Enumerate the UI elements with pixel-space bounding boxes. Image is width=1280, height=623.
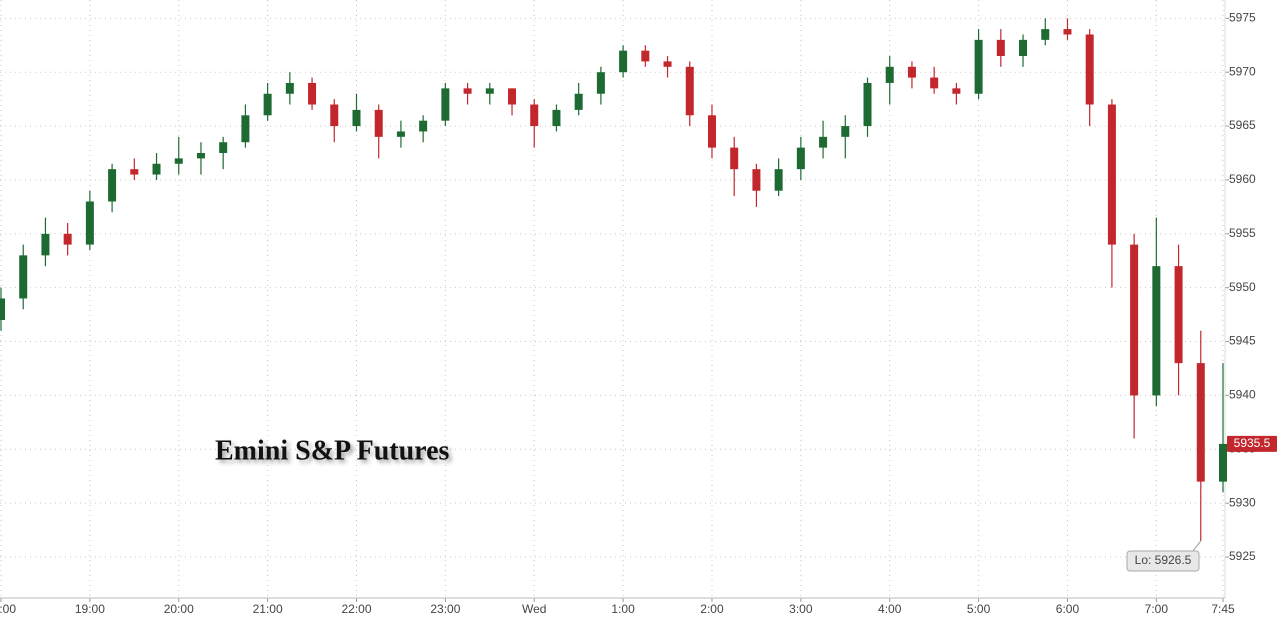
x-tick-label: Wed bbox=[522, 602, 546, 616]
candle-body bbox=[641, 50, 650, 62]
candle-body bbox=[130, 169, 139, 175]
candle-body bbox=[485, 88, 494, 94]
candle-body bbox=[730, 147, 739, 170]
x-tick-label: 7:45 bbox=[1211, 602, 1235, 616]
x-tick-label: 22:00 bbox=[341, 602, 371, 616]
candle-body bbox=[308, 82, 317, 105]
candle-body bbox=[174, 158, 183, 164]
candle-body bbox=[752, 169, 761, 191]
x-tick-label: 23:00 bbox=[430, 602, 460, 616]
y-tick-label: 5930 bbox=[1229, 495, 1256, 509]
x-tick-label: 1:00 bbox=[611, 602, 635, 616]
candle-body bbox=[108, 169, 117, 202]
x-tick-label: 18:00 bbox=[0, 602, 16, 616]
candle-body bbox=[552, 109, 561, 127]
candle-body bbox=[530, 104, 539, 127]
candle-body bbox=[1085, 34, 1094, 105]
candle-body bbox=[219, 142, 228, 154]
candle-body bbox=[85, 201, 94, 245]
y-tick-label: 5965 bbox=[1229, 118, 1256, 132]
x-tick-label: 7:00 bbox=[1145, 602, 1169, 616]
candle-body bbox=[19, 255, 28, 299]
y-tick-label: 5970 bbox=[1229, 64, 1256, 78]
candle-body bbox=[1063, 29, 1072, 35]
x-tick-label: 21:00 bbox=[253, 602, 283, 616]
candle-body bbox=[463, 88, 472, 94]
candle-body bbox=[996, 39, 1005, 57]
candle-body bbox=[152, 163, 161, 175]
candle-body bbox=[1107, 104, 1116, 245]
candle-body bbox=[1019, 39, 1028, 57]
candle-body bbox=[907, 66, 916, 78]
candle-body bbox=[796, 147, 805, 170]
candle-body bbox=[330, 104, 339, 127]
last-price-label: 5935.5 bbox=[1234, 436, 1271, 450]
y-tick-label: 5960 bbox=[1229, 172, 1256, 186]
candle-body bbox=[1130, 244, 1139, 396]
candle-body bbox=[952, 88, 961, 94]
candle-body bbox=[663, 61, 672, 67]
candle-body bbox=[685, 66, 694, 116]
y-tick-label: 5955 bbox=[1229, 226, 1256, 240]
candle-body bbox=[1041, 29, 1050, 40]
candle-body bbox=[774, 169, 783, 191]
candle-body bbox=[707, 115, 716, 148]
y-tick-label: 5925 bbox=[1229, 549, 1256, 563]
y-tick-label: 5975 bbox=[1229, 10, 1256, 24]
candle-body bbox=[1152, 266, 1161, 396]
candle-body bbox=[63, 233, 72, 245]
candle-body bbox=[574, 93, 583, 110]
candle-body bbox=[885, 66, 894, 83]
x-tick-label: 20:00 bbox=[164, 602, 194, 616]
candle-body bbox=[819, 136, 828, 148]
x-tick-label: 19:00 bbox=[75, 602, 105, 616]
candle-body bbox=[1174, 266, 1183, 364]
x-tick-label: 6:00 bbox=[1056, 602, 1080, 616]
candle-body bbox=[974, 39, 983, 94]
x-tick-label: 4:00 bbox=[878, 602, 902, 616]
candle-body bbox=[352, 109, 361, 127]
annotation: Lo: 5926.5 bbox=[1135, 553, 1192, 567]
annotation-connector bbox=[1192, 540, 1202, 552]
x-tick-label: 3:00 bbox=[789, 602, 813, 616]
y-tick-label: 5940 bbox=[1229, 388, 1256, 402]
candle-body bbox=[419, 120, 428, 132]
candle-body bbox=[863, 82, 872, 127]
candle-body bbox=[41, 233, 50, 256]
candle-body bbox=[1219, 443, 1227, 482]
y-tick-label: 5950 bbox=[1229, 280, 1256, 294]
candle-body bbox=[596, 72, 605, 94]
annotation-box bbox=[1126, 550, 1200, 572]
candle-body bbox=[196, 153, 205, 159]
candle-body bbox=[619, 50, 628, 73]
candle-body bbox=[285, 82, 294, 94]
candle-body bbox=[374, 109, 383, 137]
candle-body bbox=[263, 93, 272, 116]
candle-body bbox=[441, 88, 450, 121]
x-tick-label: 2:00 bbox=[700, 602, 724, 616]
last-price-tag bbox=[1227, 435, 1277, 452]
candle-body bbox=[930, 77, 939, 89]
candle-body bbox=[1196, 363, 1205, 482]
candle-body bbox=[396, 131, 405, 137]
candle-body bbox=[508, 88, 517, 105]
x-tick-label: 5:00 bbox=[967, 602, 991, 616]
candle-body bbox=[0, 298, 5, 321]
chart-title: Emini S&P Futures bbox=[215, 435, 450, 466]
candle-body bbox=[241, 115, 250, 143]
candle-body bbox=[841, 126, 850, 137]
y-tick-label: 5945 bbox=[1229, 334, 1256, 348]
